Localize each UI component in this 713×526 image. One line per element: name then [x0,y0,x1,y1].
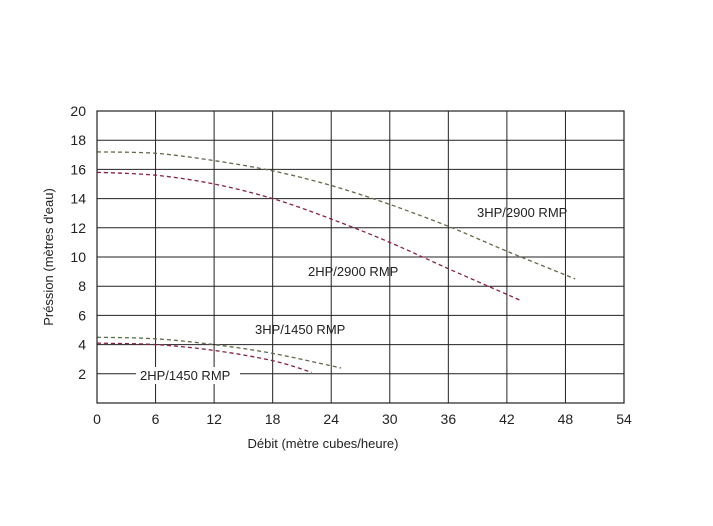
x-tick-label: 54 [616,411,632,427]
grid [97,111,624,403]
y-tick-label: 20 [70,103,86,119]
x-tick-label: 6 [152,411,160,427]
y-axis-title: Préssion (mètres d'eau) [41,188,56,326]
x-tick-label: 30 [382,411,398,427]
y-tick-label: 10 [70,249,86,265]
series-line-2hp-2900-rmp [96,171,522,302]
series-label-3hp-2900-rmp: 3HP/2900 RMP [477,205,567,220]
y-tick-label: 2 [78,366,86,382]
series-label-2hp-1450-rmp: 2HP/1450 RMP [140,368,230,383]
x-tick-label: 18 [265,411,281,427]
series-labels: 3HP/2900 RMP 2HP/2900 RMP 3HP/1450 RMP 2HP/… [136,205,567,384]
y-tick-label: 18 [70,132,86,148]
y-tick-label: 4 [78,337,86,353]
series-line-2hp-1450-rmp [96,342,312,373]
y-tick-label: 6 [78,307,86,323]
x-tick-label: 24 [323,411,339,427]
y-tick-label: 14 [70,191,86,207]
series-label-2hp-2900-rmp: 2HP/2900 RMP [308,264,398,279]
x-tick-label: 48 [558,411,574,427]
series-label-3hp-1450-rmp: 3HP/1450 RMP [255,322,345,337]
x-tick-label: 42 [499,411,515,427]
x-tick-label: 36 [441,411,457,427]
x-tick-label: 0 [93,411,101,427]
y-tick-label: 16 [70,161,86,177]
y-tick-label: 12 [70,220,86,236]
series-label-background [136,367,240,384]
plot-frame [96,110,625,404]
x-tick-label: 12 [206,411,222,427]
y-tick-label: 8 [78,278,86,294]
series-line-3hp-1450-rmp [96,336,342,369]
curves [96,151,576,373]
x-axis-title: Débit (mètre cubes/heure) [247,436,398,451]
series-line-3hp-2900-rmp [96,151,576,280]
